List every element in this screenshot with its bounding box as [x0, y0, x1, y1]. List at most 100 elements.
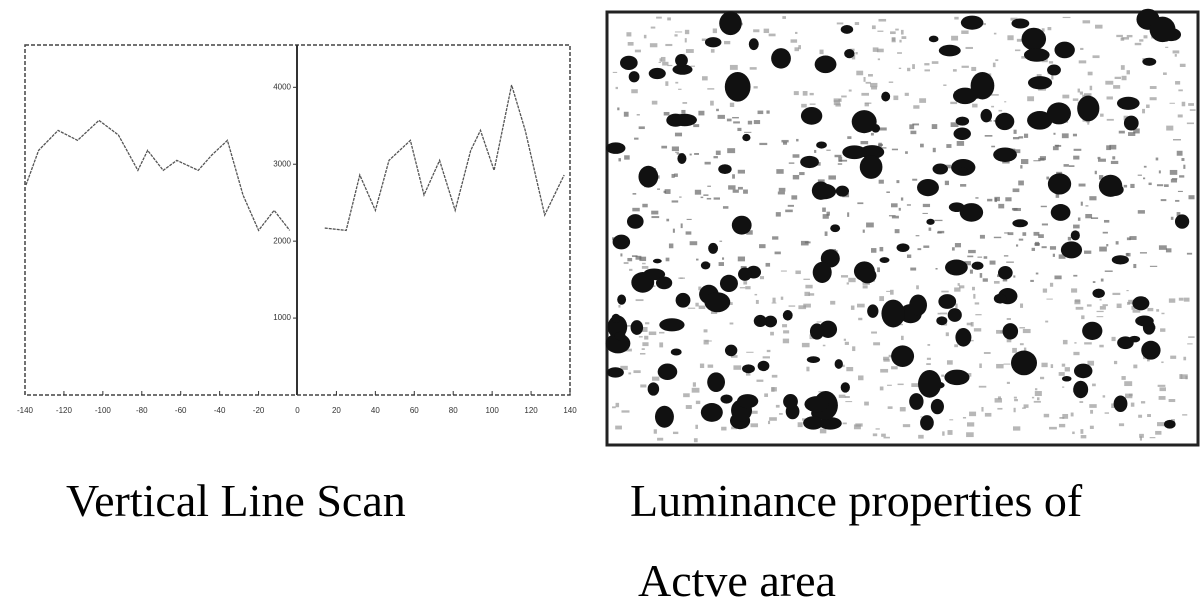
texture-blob [704, 37, 722, 48]
texture-speck [1126, 70, 1130, 75]
texture-blob [896, 243, 910, 253]
texture-speck [1081, 315, 1085, 320]
texture-speck [719, 240, 723, 242]
texture-blob [918, 369, 942, 398]
texture-speck [1169, 102, 1175, 104]
texture-speck [1106, 145, 1111, 151]
texture-speck [1013, 129, 1017, 134]
texture-speck [1052, 146, 1059, 151]
texture-speck [973, 328, 982, 332]
texture-speck [663, 111, 670, 116]
texture-speck [693, 438, 698, 443]
texture-speck [1155, 157, 1159, 161]
texture-blob [945, 259, 968, 276]
texture-blob [881, 91, 891, 102]
texture-blob [804, 396, 829, 413]
texture-speck [746, 351, 754, 353]
texture-speck [809, 103, 816, 105]
texture-speck [1158, 245, 1167, 250]
texture-speck [625, 348, 632, 352]
texture-speck [685, 405, 692, 409]
texture-speck [912, 64, 915, 70]
texture-speck [868, 74, 873, 77]
texture-speck [743, 281, 748, 285]
texture-speck [1012, 188, 1020, 193]
x-tick-label: 80 [449, 406, 458, 415]
texture-blob [1002, 323, 1019, 340]
texture-blob [951, 158, 976, 176]
texture-speck [1186, 122, 1195, 125]
texture-speck [1073, 155, 1080, 160]
texture-blob [1077, 95, 1100, 122]
texture-speck [1023, 347, 1027, 352]
texture-speck [817, 179, 825, 183]
texture-speck [667, 17, 671, 21]
texture-blob [617, 294, 627, 305]
texture-speck [799, 172, 805, 176]
texture-speck [902, 424, 911, 428]
texture-speck [1072, 133, 1077, 137]
texture-speck [905, 151, 908, 154]
texture-blob [1012, 219, 1028, 228]
texture-speck [1148, 182, 1152, 186]
texture-speck [766, 349, 771, 353]
texture-blob [748, 38, 759, 51]
texture-speck [1059, 417, 1065, 419]
texture-blob [891, 345, 915, 367]
texture-speck [780, 296, 784, 300]
texture-speck [841, 95, 847, 98]
luminance-image [605, 10, 1200, 447]
texture-speck [947, 430, 953, 435]
texture-speck [747, 120, 753, 125]
texture-speck [689, 153, 692, 156]
texture-speck [1014, 398, 1018, 402]
texture-speck [1110, 160, 1119, 165]
texture-speck [1033, 231, 1040, 236]
texture-speck [994, 398, 1003, 403]
texture-speck [966, 432, 974, 438]
x-tick-label: 100 [485, 406, 499, 415]
texture-speck [1126, 289, 1129, 292]
texture-speck [623, 111, 629, 117]
x-tick-label: -20 [253, 406, 265, 415]
texture-speck [1014, 49, 1021, 52]
texture-speck [1041, 223, 1048, 226]
texture-speck [973, 293, 976, 299]
texture-blob [1011, 18, 1030, 29]
x-tick-label: -140 [17, 406, 34, 415]
texture-speck [830, 300, 836, 305]
texture-speck [1102, 231, 1108, 234]
texture-speck [954, 16, 959, 20]
texture-speck [941, 290, 949, 293]
texture-speck [956, 141, 965, 146]
texture-speck [797, 422, 803, 428]
texture-speck [1013, 275, 1016, 278]
texture-blob [718, 164, 732, 175]
texture-speck [729, 64, 738, 70]
texture-blob [1027, 111, 1053, 130]
texture-blob [1111, 255, 1129, 265]
texture-speck [922, 212, 928, 214]
texture-speck [1090, 409, 1094, 414]
texture-speck [1034, 391, 1042, 396]
texture-speck [1078, 60, 1087, 64]
texture-blob [1132, 296, 1150, 311]
texture-speck [987, 198, 993, 202]
texture-speck [671, 200, 679, 203]
texture-speck [993, 236, 1002, 239]
texture-speck [801, 342, 810, 348]
texture-speck [695, 424, 698, 429]
texture-blob [936, 316, 948, 326]
texture-speck [645, 322, 650, 325]
texture-speck [1055, 144, 1062, 147]
texture-speck [1186, 252, 1193, 255]
texture-speck [1166, 125, 1174, 131]
texture-speck [1103, 219, 1110, 223]
texture-speck [922, 203, 931, 208]
texture-speck [1181, 101, 1186, 107]
texture-speck [966, 322, 973, 326]
texture-speck [1075, 299, 1081, 303]
texture-speck [628, 372, 632, 375]
texture-speck [624, 155, 630, 160]
